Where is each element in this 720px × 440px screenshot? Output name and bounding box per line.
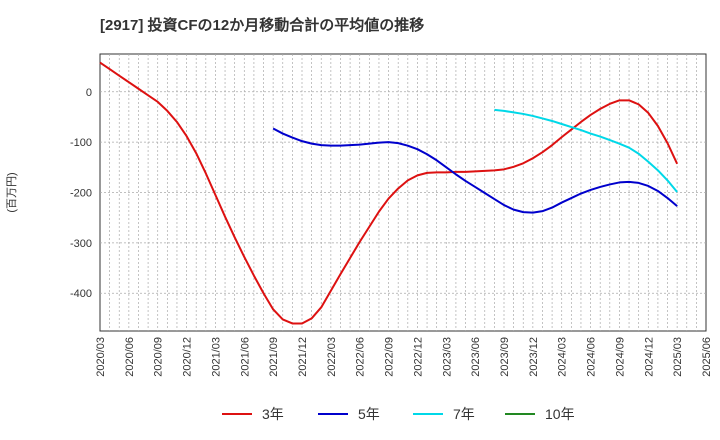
series-line	[272, 127, 678, 214]
x-tick-label: 2023/03	[441, 337, 453, 377]
chart-title: [2917] 投資CFの12か月移動合計の平均値の推移	[100, 17, 425, 34]
x-tick-label: 2024/03	[557, 337, 569, 377]
legend-label: 7年	[453, 406, 475, 422]
plot-area	[99, 53, 707, 332]
series-line	[494, 108, 678, 193]
x-tick-label: 2025/06	[701, 337, 713, 377]
x-tick-label: 2021/06	[239, 337, 251, 377]
x-tick-label: 2024/06	[586, 337, 598, 377]
x-tick-label: 2025/03	[672, 337, 684, 377]
y-tick-label: -300	[70, 238, 92, 250]
legend: 3年 5年 7年 10年	[222, 406, 575, 422]
y-tick-label: 0	[86, 87, 92, 99]
x-tick-label: 2023/09	[499, 337, 511, 377]
series-layer	[99, 61, 679, 325]
x-tick-label: 2024/09	[614, 337, 626, 377]
x-tick-label: 2022/09	[384, 337, 396, 377]
y-tick-label: -400	[70, 288, 92, 300]
x-tick-label: 2024/12	[643, 337, 655, 377]
x-tick-label: 2022/12	[412, 337, 424, 377]
legend-label: 3年	[262, 406, 284, 422]
legend-label: 5年	[358, 406, 380, 422]
y-tick-label: -100	[70, 137, 92, 149]
x-tick-label: 2020/09	[153, 337, 165, 377]
y-tick-label: -200	[70, 188, 92, 200]
axes: 0 -100 -200 -300 -400 2020/03 2020/06 2020/09 20…	[70, 87, 713, 377]
x-tick-label: 2021/09	[268, 337, 280, 377]
x-tick-label: 2020/06	[124, 337, 136, 377]
x-tick-label: 2023/06	[470, 337, 482, 377]
x-tick-label: 2020/03	[95, 337, 107, 377]
series-line	[99, 61, 679, 325]
x-tick-label: 2021/03	[210, 337, 222, 377]
x-tick-label: 2023/12	[528, 337, 540, 377]
grid	[100, 54, 706, 331]
x-tick-label: 2022/03	[326, 337, 338, 377]
x-tick-label: 2022/06	[355, 337, 367, 377]
x-tick-label: 2020/12	[182, 337, 194, 377]
x-tick-label: 2021/12	[297, 337, 309, 377]
legend-label: 10年	[545, 406, 575, 422]
y-axis-label: (百万円)	[6, 172, 18, 212]
